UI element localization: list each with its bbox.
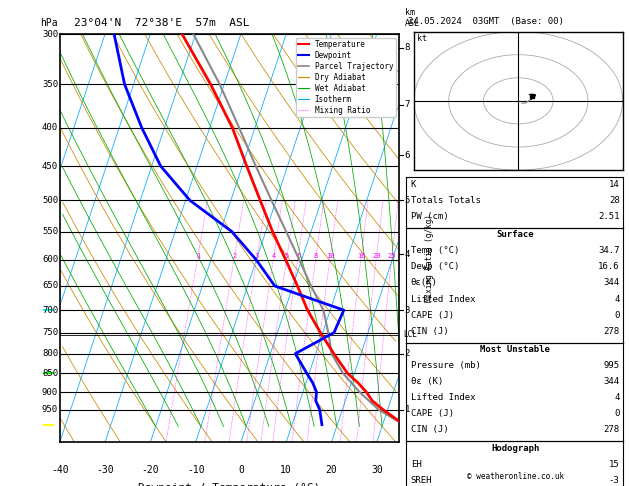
Text: 550: 550 bbox=[42, 227, 58, 236]
Text: CIN (J): CIN (J) bbox=[411, 327, 448, 336]
Text: 344: 344 bbox=[603, 377, 620, 386]
Text: 3: 3 bbox=[255, 253, 259, 259]
Text: Lifted Index: Lifted Index bbox=[411, 295, 476, 304]
Text: 300: 300 bbox=[42, 30, 58, 38]
Text: 600: 600 bbox=[42, 256, 58, 264]
Text: 344: 344 bbox=[603, 278, 620, 288]
Text: 8: 8 bbox=[404, 43, 410, 52]
Text: 7: 7 bbox=[404, 101, 410, 109]
Text: 3: 3 bbox=[404, 306, 410, 314]
Text: Dewpoint / Temperature (°C): Dewpoint / Temperature (°C) bbox=[138, 483, 321, 486]
Text: -30: -30 bbox=[96, 465, 114, 475]
Text: Hodograph: Hodograph bbox=[491, 444, 539, 453]
Text: -10: -10 bbox=[187, 465, 204, 475]
Text: 6: 6 bbox=[296, 253, 300, 259]
Text: 14: 14 bbox=[609, 180, 620, 189]
Text: 500: 500 bbox=[42, 196, 58, 205]
Text: 0: 0 bbox=[238, 465, 244, 475]
Text: 700: 700 bbox=[42, 306, 58, 314]
Text: 4: 4 bbox=[614, 295, 620, 304]
Text: LCL: LCL bbox=[403, 330, 416, 339]
Text: Totals Totals: Totals Totals bbox=[411, 196, 481, 205]
Text: 400: 400 bbox=[42, 123, 58, 132]
Text: hPa: hPa bbox=[40, 18, 58, 28]
Text: EH: EH bbox=[411, 460, 421, 469]
Text: 750: 750 bbox=[42, 328, 58, 337]
Text: km
ASL: km ASL bbox=[404, 8, 420, 28]
Text: PW (cm): PW (cm) bbox=[411, 212, 448, 221]
Text: © weatheronline.co.uk: © weatheronline.co.uk bbox=[467, 472, 564, 481]
Text: 0: 0 bbox=[614, 311, 620, 320]
Text: 278: 278 bbox=[603, 425, 620, 434]
Text: 0: 0 bbox=[614, 409, 620, 418]
Text: 10: 10 bbox=[281, 465, 292, 475]
Text: SREH: SREH bbox=[411, 476, 432, 485]
Text: 28: 28 bbox=[609, 196, 620, 205]
Text: 900: 900 bbox=[42, 387, 58, 397]
Legend: Temperature, Dewpoint, Parcel Trajectory, Dry Adiabat, Wet Adiabat, Isotherm, Mi: Temperature, Dewpoint, Parcel Trajectory… bbox=[296, 38, 396, 117]
Text: Surface: Surface bbox=[496, 230, 534, 240]
Text: 650: 650 bbox=[42, 281, 58, 291]
Text: 16.6: 16.6 bbox=[598, 262, 620, 272]
Text: θε (K): θε (K) bbox=[411, 377, 443, 386]
Text: 2: 2 bbox=[232, 253, 237, 259]
Text: 2: 2 bbox=[404, 349, 410, 358]
Text: 4: 4 bbox=[404, 250, 410, 259]
Text: 8: 8 bbox=[314, 253, 318, 259]
Text: Dewp (°C): Dewp (°C) bbox=[411, 262, 459, 272]
Text: 10: 10 bbox=[326, 253, 335, 259]
Text: 450: 450 bbox=[42, 162, 58, 171]
Text: 30: 30 bbox=[371, 465, 382, 475]
Text: Pressure (mb): Pressure (mb) bbox=[411, 361, 481, 370]
Text: θε(K): θε(K) bbox=[411, 278, 438, 288]
Text: 995: 995 bbox=[603, 361, 620, 370]
Text: 16: 16 bbox=[357, 253, 365, 259]
Text: 1: 1 bbox=[196, 253, 200, 259]
Text: 800: 800 bbox=[42, 349, 58, 358]
Text: CAPE (J): CAPE (J) bbox=[411, 311, 454, 320]
Text: kt: kt bbox=[418, 34, 427, 43]
Text: Mixing Ratio (g/kg): Mixing Ratio (g/kg) bbox=[425, 215, 435, 302]
Text: 15: 15 bbox=[609, 460, 620, 469]
Text: 950: 950 bbox=[42, 405, 58, 414]
Text: 5: 5 bbox=[285, 253, 289, 259]
Text: 350: 350 bbox=[42, 80, 58, 89]
Text: -40: -40 bbox=[51, 465, 69, 475]
Text: Most Unstable: Most Unstable bbox=[480, 345, 550, 354]
Text: -3: -3 bbox=[609, 476, 620, 485]
Text: 2.51: 2.51 bbox=[598, 212, 620, 221]
Text: 4: 4 bbox=[272, 253, 276, 259]
Text: 24.05.2024  03GMT  (Base: 00): 24.05.2024 03GMT (Base: 00) bbox=[408, 17, 564, 26]
Text: 6: 6 bbox=[404, 151, 410, 159]
Text: 1: 1 bbox=[404, 405, 410, 414]
Text: 5: 5 bbox=[404, 196, 410, 205]
Text: 25: 25 bbox=[387, 253, 396, 259]
Text: 850: 850 bbox=[42, 369, 58, 378]
Text: CIN (J): CIN (J) bbox=[411, 425, 448, 434]
Text: Temp (°C): Temp (°C) bbox=[411, 246, 459, 256]
Text: 278: 278 bbox=[603, 327, 620, 336]
Text: -20: -20 bbox=[142, 465, 159, 475]
Text: 20: 20 bbox=[326, 465, 337, 475]
Text: CAPE (J): CAPE (J) bbox=[411, 409, 454, 418]
Text: 23°04'N  72°38'E  57m  ASL: 23°04'N 72°38'E 57m ASL bbox=[74, 18, 250, 28]
Text: K: K bbox=[411, 180, 416, 189]
Text: 20: 20 bbox=[372, 253, 381, 259]
Text: 4: 4 bbox=[614, 393, 620, 402]
Text: Lifted Index: Lifted Index bbox=[411, 393, 476, 402]
Text: 34.7: 34.7 bbox=[598, 246, 620, 256]
